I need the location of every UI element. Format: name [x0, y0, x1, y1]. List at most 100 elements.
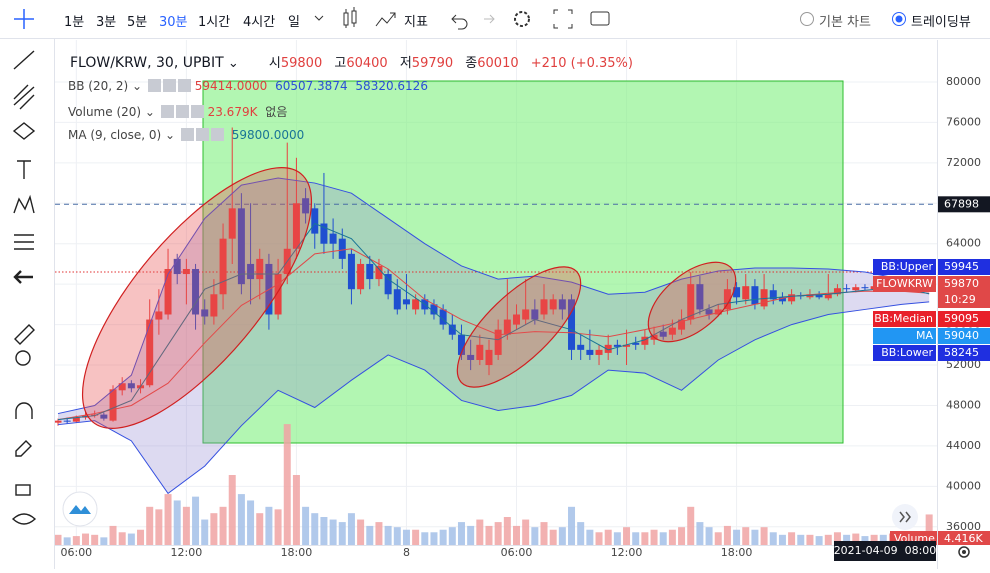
volume-bar [109, 525, 117, 545]
lock-tool[interactable] [15, 484, 31, 496]
indicator-icon[interactable] [375, 12, 396, 27]
volume-bar [549, 529, 557, 545]
ma-tag-name: MA [916, 329, 933, 342]
volume-layer [55, 424, 933, 545]
rectangle-drawing [202, 80, 844, 444]
candle-body [164, 268, 172, 315]
indicator-name[interactable]: MA (9, close, 0) [68, 128, 162, 142]
countdown-tag-value-box [938, 292, 990, 308]
candle-body [678, 319, 686, 330]
crosshair-icon[interactable] [5, 0, 43, 38]
ellipse-drawing [456, 266, 582, 388]
countdown-tag-value: 10:29 [944, 293, 976, 306]
volume-bar [494, 522, 502, 545]
ma-tag-value: 59040 [944, 329, 979, 342]
volume-bar [91, 534, 99, 545]
candle-body [155, 311, 163, 320]
interval-button[interactable]: 1분 [64, 15, 85, 30]
indicator-name[interactable]: Volume (20) [68, 105, 142, 119]
interval-button[interactable]: 5분 [127, 15, 148, 30]
volume-bar [797, 534, 805, 545]
redo-icon [484, 14, 495, 24]
volume-bar [659, 532, 667, 545]
screenshot-icon[interactable] [590, 11, 610, 26]
candle-body [861, 287, 869, 289]
interval-button[interactable]: 30분 [159, 15, 188, 30]
chart-type-icon[interactable] [343, 7, 357, 28]
bb-median-tag-value: 59095 [944, 312, 979, 325]
volume-bar [788, 532, 796, 545]
candle-body [320, 223, 328, 244]
visibility-tool[interactable] [11, 513, 37, 525]
indicators-button[interactable]: 지표 [404, 15, 428, 30]
fib-tool[interactable] [13, 84, 35, 110]
measure-tool[interactable] [14, 234, 34, 250]
settings-icon[interactable] [514, 11, 530, 27]
volume-bar [82, 533, 90, 545]
logo-button[interactable] [62, 491, 98, 527]
candle-body [632, 342, 640, 345]
interval-button[interactable]: 일 [288, 15, 300, 30]
interval-button[interactable]: 1시간 [198, 15, 231, 30]
undo-icon[interactable] [451, 14, 468, 30]
last-price-tag-name-box [873, 276, 936, 292]
line-tag-value: 67898 [944, 197, 979, 210]
lock-draw-tool[interactable] [15, 440, 32, 457]
bb-band [58, 178, 930, 494]
volume-bar [879, 534, 887, 545]
bb-lower-tag-value: 58245 [944, 346, 979, 359]
ma-tag-value-box [938, 328, 990, 344]
candle-body [182, 268, 190, 275]
zoom-tool[interactable] [15, 350, 31, 366]
candle-body [568, 299, 576, 350]
radio[interactable] [799, 11, 815, 27]
indicator-name[interactable]: BB (20, 2) [68, 79, 129, 93]
open-value: 59800 [280, 56, 323, 71]
view-option[interactable]: 기본 차트 [819, 15, 871, 30]
x-tick-label: 06:00 [60, 546, 92, 559]
volume-bar [604, 529, 612, 545]
interval-dropdown[interactable] [314, 15, 324, 21]
settings-icon[interactable] [958, 546, 970, 558]
volume-bar [485, 525, 493, 545]
candle-body [402, 299, 410, 305]
volume-bar [843, 534, 851, 545]
view-option[interactable]: 트레이딩뷰 [911, 15, 971, 30]
candle-body [522, 309, 530, 320]
text-tool[interactable] [17, 160, 31, 179]
volume-bar [650, 529, 658, 545]
ruler-tool[interactable] [14, 324, 35, 345]
trendline-tool[interactable] [13, 50, 35, 70]
radio[interactable] [891, 11, 907, 27]
back-tool[interactable] [13, 270, 33, 284]
last-price-tag-name: FLOWKRW [876, 277, 933, 290]
candle-body [63, 420, 71, 422]
volume-bar [448, 527, 456, 545]
volume-tag-value: 4.416K [944, 532, 983, 545]
fullscreen-icon[interactable] [553, 9, 573, 29]
interval-button[interactable]: 4시간 [243, 15, 276, 30]
candle-body [613, 344, 621, 347]
scroll-button[interactable] [892, 504, 918, 530]
candle-body [742, 286, 750, 300]
candle-body [457, 334, 465, 355]
volume-bar [723, 525, 731, 545]
volume-bar [237, 494, 245, 545]
volume-bar [63, 537, 71, 545]
logo-icon [69, 505, 91, 514]
prediction-tool[interactable] [13, 194, 35, 214]
toolbar-icons [314, 7, 610, 30]
indicator-value: 59800.0000 [231, 128, 305, 142]
low-label: 저 [399, 56, 412, 71]
interval-button[interactable]: 3분 [96, 15, 117, 30]
overlay-line [57, 301, 930, 495]
pattern-tool[interactable] [12, 122, 36, 140]
candle-body [476, 344, 484, 360]
magnet-tool[interactable] [15, 402, 33, 419]
ellipse-drawing [647, 261, 737, 343]
change-value: +210 (+0.35%) [530, 56, 633, 71]
symbol-title[interactable]: FLOW/KRW, 30, UPBIT [70, 55, 224, 71]
time-axis [55, 545, 937, 569]
y-tick-label: 40000 [946, 479, 981, 492]
candle-body [549, 299, 557, 310]
